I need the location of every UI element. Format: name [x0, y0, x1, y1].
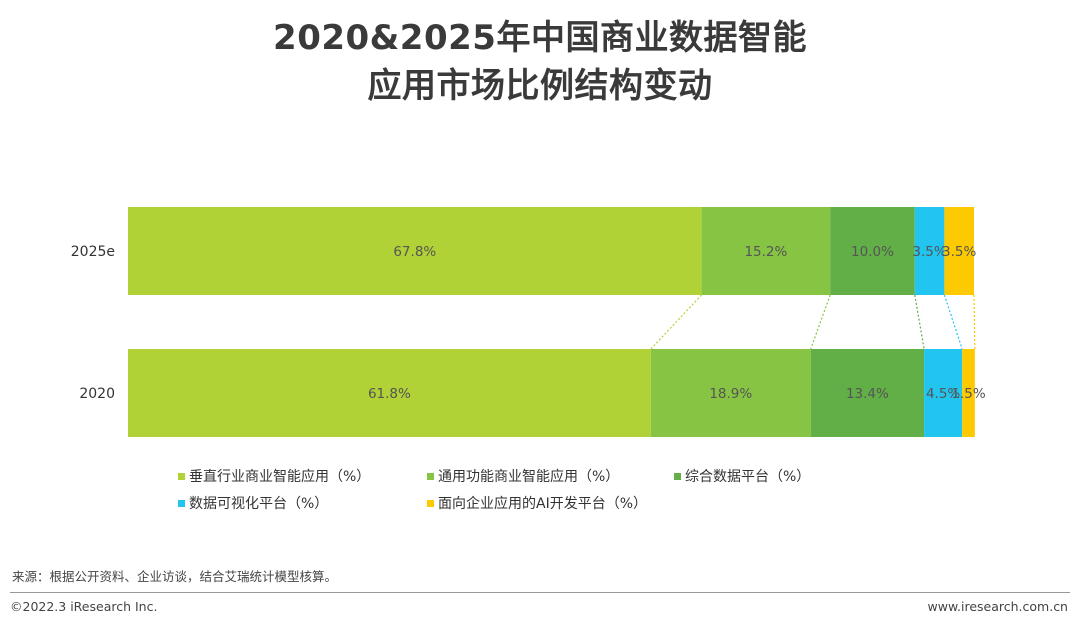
bar-segment	[701, 207, 831, 295]
data-label: 3.5%	[942, 244, 976, 260]
bar-segment	[944, 207, 974, 295]
bar-segment	[128, 207, 702, 295]
data-label: 10.0%	[851, 244, 894, 260]
connector-line	[973, 294, 976, 350]
data-label: 18.9%	[709, 386, 752, 402]
legend-swatch	[178, 499, 185, 507]
legend-swatch	[427, 472, 434, 480]
legend-item-vertical-industry-bi: 垂直行业商业智能应用（%）	[178, 466, 370, 486]
data-label: 4.5%	[926, 386, 960, 402]
legend-item-enterprise-ai-platform: 面向企业应用的AI开发平台（%）	[427, 493, 647, 513]
data-label: 61.8%	[368, 386, 411, 402]
chart-title-line-1: 2020&2025年中国商业数据智能	[273, 18, 807, 58]
legend-label: 通用功能商业智能应用（%）	[438, 469, 620, 485]
bar-segment	[830, 207, 915, 295]
data-label: 15.2%	[744, 244, 787, 260]
bar-segment	[650, 349, 811, 437]
chart-title: 2020&2025年中国商业数据智能 应用市场比例结构变动	[0, 14, 1080, 111]
footer-divider	[10, 592, 1070, 593]
legend-label: 面向企业应用的AI开发平台（%）	[438, 496, 648, 512]
data-label: 3.5%	[912, 244, 946, 260]
bar-segment	[914, 207, 945, 295]
connector-line	[650, 294, 703, 350]
legend-swatch	[674, 472, 681, 480]
data-label: 13.4%	[846, 386, 889, 402]
legend-item-general-function-bi: 通用功能商业智能应用（%）	[427, 466, 619, 486]
connector-line	[810, 294, 831, 350]
category-label: 2020	[79, 386, 115, 402]
data-label: 1.5%	[951, 386, 985, 402]
copyright-text: ©2022.3 iResearch Inc.	[10, 599, 158, 614]
bar-segment	[962, 349, 975, 437]
category-label: 2025e	[71, 244, 115, 260]
legend-label: 综合数据平台（%）	[685, 469, 811, 485]
legend-item-integrated-data-platform: 综合数据平台（%）	[674, 466, 810, 486]
chart-title-line-2: 应用市场比例结构变动	[367, 66, 713, 107]
bar-segment	[924, 349, 963, 437]
legend-label: 垂直行业商业智能应用（%）	[189, 469, 371, 485]
website-link[interactable]: www.iresearch.com.cn	[927, 599, 1069, 614]
legend-swatch	[178, 472, 185, 480]
legend-label: 数据可视化平台（%）	[189, 496, 329, 512]
legend-swatch	[427, 499, 434, 507]
bar-segment	[810, 349, 925, 437]
legend-item-data-visualization-platform: 数据可视化平台（%）	[178, 493, 328, 513]
source-note: 来源：根据公开资料、企业访谈，结合艾瑞统计模型核算。	[12, 569, 338, 584]
connector-line	[943, 294, 963, 350]
data-label: 67.8%	[393, 244, 436, 260]
connector-line	[914, 294, 925, 350]
bar-segment	[128, 349, 651, 437]
